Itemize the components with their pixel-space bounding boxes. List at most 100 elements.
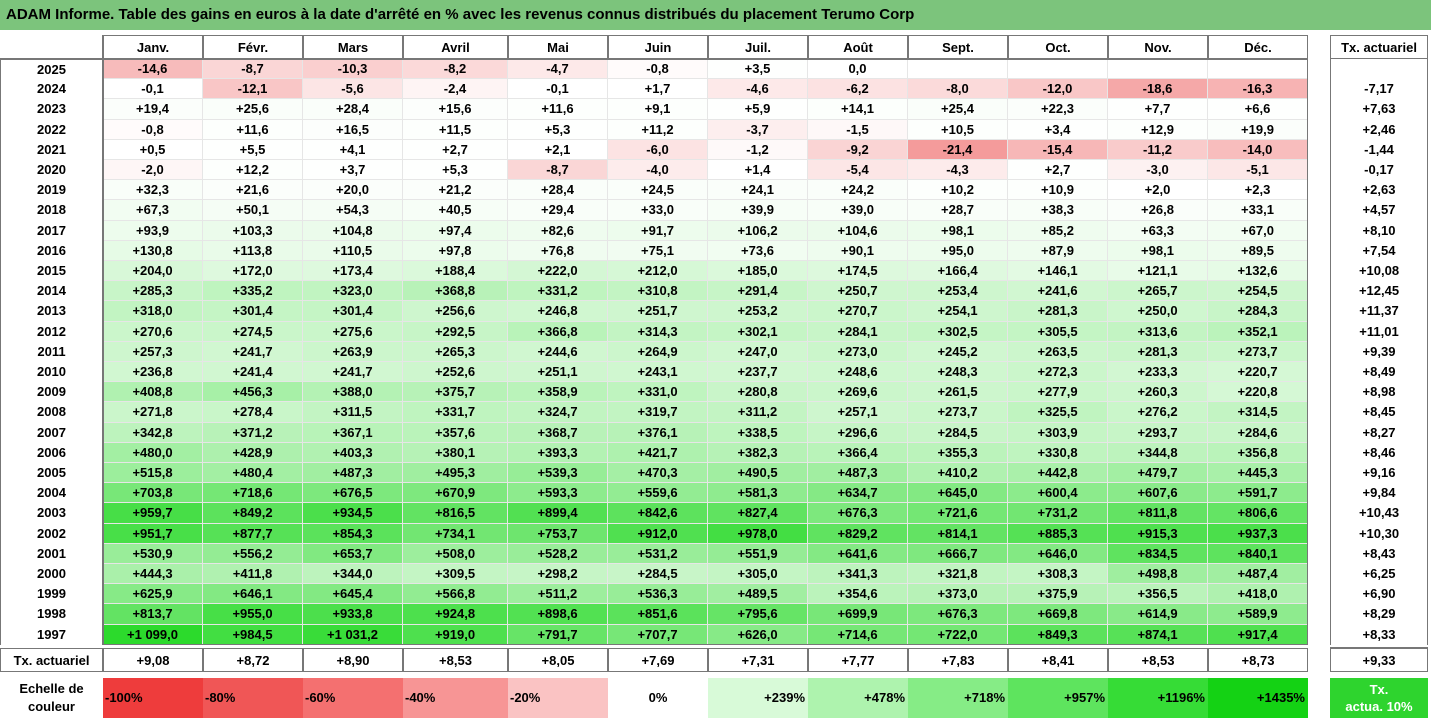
year-label: 2004 bbox=[0, 483, 103, 504]
table-cell: +714,6 bbox=[808, 624, 908, 645]
table-cell: +375,9 bbox=[1008, 584, 1108, 605]
table-cell: -4,0 bbox=[608, 160, 708, 181]
year-label: 2021 bbox=[0, 139, 103, 160]
scale-label: Echelle de couleur bbox=[0, 678, 103, 718]
table-cell: +67,3 bbox=[103, 200, 203, 221]
table-cell: +734,1 bbox=[403, 523, 508, 544]
table-cell: +204,0 bbox=[103, 261, 203, 282]
table-cell: -10,3 bbox=[303, 59, 403, 80]
table-cell: +24,2 bbox=[808, 180, 908, 201]
table-cell: +33,0 bbox=[608, 200, 708, 221]
table-cell: +1 031,2 bbox=[303, 624, 403, 645]
scale-swatch: +239% bbox=[708, 678, 808, 718]
table-cell: +331,2 bbox=[508, 281, 608, 302]
table-cell: +293,7 bbox=[1108, 422, 1208, 443]
table-cell: +403,3 bbox=[303, 442, 403, 463]
target-line2: actua. 10% bbox=[1345, 699, 1413, 714]
table-cell: -3,7 bbox=[708, 119, 808, 140]
table-cell: -1,2 bbox=[708, 139, 808, 160]
table-cell: +76,8 bbox=[508, 240, 608, 261]
table-cell: -0,8 bbox=[103, 119, 203, 140]
table-cell: +113,8 bbox=[203, 240, 303, 261]
table-cell: +248,6 bbox=[808, 362, 908, 383]
table-cell: +1 099,0 bbox=[103, 624, 203, 645]
table-cell: +676,5 bbox=[303, 483, 403, 504]
table-cell: +539,3 bbox=[508, 463, 608, 484]
table-cell: +302,1 bbox=[708, 321, 808, 342]
table-cell: +428,9 bbox=[203, 442, 303, 463]
table-cell: +3,7 bbox=[303, 160, 403, 181]
table-cell: +236,8 bbox=[103, 362, 203, 383]
table-cell: +21,6 bbox=[203, 180, 303, 201]
table-cell: +490,5 bbox=[708, 463, 808, 484]
table-cell: +849,2 bbox=[203, 503, 303, 524]
table-cell: +25,4 bbox=[908, 99, 1008, 120]
table-cell: +641,6 bbox=[808, 543, 908, 564]
table-cell: +97,4 bbox=[403, 220, 508, 241]
table-cell: +308,3 bbox=[1008, 564, 1108, 585]
table-cell: +338,5 bbox=[708, 422, 808, 443]
footer-cell: +8,90 bbox=[303, 647, 403, 672]
table-cell: +38,3 bbox=[1008, 200, 1108, 221]
table-cell: +487,4 bbox=[1208, 564, 1308, 585]
table-cell: +19,4 bbox=[103, 99, 203, 120]
table-cell: +25,6 bbox=[203, 99, 303, 120]
table-cell: +0,5 bbox=[103, 139, 203, 160]
table-cell: +358,9 bbox=[508, 382, 608, 403]
year-label: 2000 bbox=[0, 564, 103, 585]
table-cell: +251,1 bbox=[508, 362, 608, 383]
table-cell: +314,3 bbox=[608, 321, 708, 342]
table-cell: -5,4 bbox=[808, 160, 908, 181]
scale-swatch: +1435% bbox=[1208, 678, 1308, 718]
month-header: Janv. bbox=[103, 35, 203, 59]
table-cell: +24,1 bbox=[708, 180, 808, 201]
table-cell: +531,2 bbox=[608, 543, 708, 564]
table-cell: +676,3 bbox=[808, 503, 908, 524]
table-cell: -1,5 bbox=[808, 119, 908, 140]
actuarial-cell: +6,90 bbox=[1330, 584, 1428, 605]
table-cell: +811,8 bbox=[1108, 503, 1208, 524]
table-cell: +33,1 bbox=[1208, 200, 1308, 221]
table-cell: +185,0 bbox=[708, 261, 808, 282]
table-cell: -4,3 bbox=[908, 160, 1008, 181]
table-cell: +373,0 bbox=[908, 584, 1008, 605]
table-cell: +699,9 bbox=[808, 604, 908, 625]
scale-swatch: +957% bbox=[1008, 678, 1108, 718]
table-cell: +626,0 bbox=[708, 624, 808, 645]
table-cell: +265,7 bbox=[1108, 281, 1208, 302]
table-cell: +284,3 bbox=[1208, 301, 1308, 322]
scale-swatch: +1196% bbox=[1108, 678, 1208, 718]
table-cell: +11,6 bbox=[508, 99, 608, 120]
table-cell: +103,3 bbox=[203, 220, 303, 241]
table-cell: -2,4 bbox=[403, 79, 508, 100]
table-cell: +98,1 bbox=[908, 220, 1008, 241]
table-cell: +303,9 bbox=[1008, 422, 1108, 443]
table-cell: +104,8 bbox=[303, 220, 403, 241]
table-cell: +382,3 bbox=[708, 442, 808, 463]
table-cell: +581,3 bbox=[708, 483, 808, 504]
table-cell: +645,0 bbox=[908, 483, 1008, 504]
table-cell: +593,3 bbox=[508, 483, 608, 504]
table-cell: +220,7 bbox=[1208, 362, 1308, 383]
table-cell: -6,2 bbox=[808, 79, 908, 100]
table-cell: +7,7 bbox=[1108, 99, 1208, 120]
footer-actuarial: +9,33 bbox=[1330, 647, 1428, 672]
table-cell: +829,2 bbox=[808, 523, 908, 544]
scale-swatch: -60% bbox=[303, 678, 403, 718]
table-cell: +718,6 bbox=[203, 483, 303, 504]
table-cell: +264,9 bbox=[608, 341, 708, 362]
month-header: Févr. bbox=[203, 35, 303, 59]
actuarial-cell bbox=[1330, 59, 1428, 80]
table-cell: +408,8 bbox=[103, 382, 203, 403]
table-cell: +600,4 bbox=[1008, 483, 1108, 504]
table-cell: +331,7 bbox=[403, 402, 508, 423]
table-cell: +842,6 bbox=[608, 503, 708, 524]
table-cell bbox=[908, 59, 1008, 80]
table-cell: +10,9 bbox=[1008, 180, 1108, 201]
table-cell: +15,6 bbox=[403, 99, 508, 120]
table-cell: +247,0 bbox=[708, 341, 808, 362]
actuarial-header: Tx. actuariel bbox=[1330, 35, 1428, 59]
table-cell: +277,9 bbox=[1008, 382, 1108, 403]
table-cell: +2,7 bbox=[403, 139, 508, 160]
table-cell: +6,6 bbox=[1208, 99, 1308, 120]
